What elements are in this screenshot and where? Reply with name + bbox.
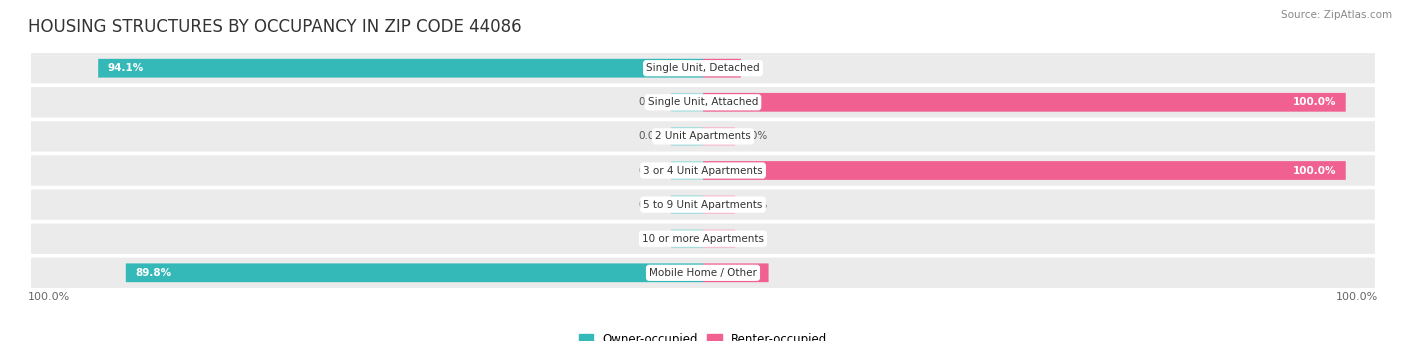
FancyBboxPatch shape [671, 93, 703, 112]
FancyBboxPatch shape [671, 127, 703, 146]
Text: 89.8%: 89.8% [135, 268, 172, 278]
Text: 100.0%: 100.0% [1336, 292, 1378, 302]
Text: 2 Unit Apartments: 2 Unit Apartments [655, 131, 751, 142]
FancyBboxPatch shape [31, 87, 1375, 118]
FancyBboxPatch shape [31, 258, 1375, 288]
Text: Source: ZipAtlas.com: Source: ZipAtlas.com [1281, 10, 1392, 20]
FancyBboxPatch shape [31, 53, 1375, 84]
FancyBboxPatch shape [703, 264, 769, 282]
Text: 0.0%: 0.0% [741, 199, 768, 210]
Text: Single Unit, Detached: Single Unit, Detached [647, 63, 759, 73]
Text: 5.9%: 5.9% [703, 63, 731, 73]
Text: 100.0%: 100.0% [28, 292, 70, 302]
Text: Mobile Home / Other: Mobile Home / Other [650, 268, 756, 278]
FancyBboxPatch shape [703, 59, 741, 78]
Text: 100.0%: 100.0% [1292, 97, 1336, 107]
FancyBboxPatch shape [703, 195, 735, 214]
Text: 94.1%: 94.1% [108, 63, 143, 73]
Text: 0.0%: 0.0% [638, 234, 665, 244]
FancyBboxPatch shape [671, 195, 703, 214]
Text: 0.0%: 0.0% [741, 234, 768, 244]
Text: 5 to 9 Unit Apartments: 5 to 9 Unit Apartments [644, 199, 762, 210]
FancyBboxPatch shape [703, 229, 735, 248]
Text: 3 or 4 Unit Apartments: 3 or 4 Unit Apartments [643, 165, 763, 176]
Text: 10 or more Apartments: 10 or more Apartments [643, 234, 763, 244]
FancyBboxPatch shape [703, 93, 1346, 112]
FancyBboxPatch shape [31, 155, 1375, 186]
Text: 100.0%: 100.0% [1292, 165, 1336, 176]
FancyBboxPatch shape [125, 264, 703, 282]
Text: 0.0%: 0.0% [638, 97, 665, 107]
FancyBboxPatch shape [31, 190, 1375, 220]
Text: 10.2%: 10.2% [723, 268, 759, 278]
FancyBboxPatch shape [703, 127, 735, 146]
Text: 0.0%: 0.0% [638, 131, 665, 142]
Text: 0.0%: 0.0% [638, 165, 665, 176]
Text: 0.0%: 0.0% [638, 199, 665, 210]
FancyBboxPatch shape [671, 161, 703, 180]
Text: Single Unit, Attached: Single Unit, Attached [648, 97, 758, 107]
FancyBboxPatch shape [671, 229, 703, 248]
FancyBboxPatch shape [703, 161, 1346, 180]
FancyBboxPatch shape [31, 224, 1375, 254]
Legend: Owner-occupied, Renter-occupied: Owner-occupied, Renter-occupied [574, 329, 832, 341]
Text: HOUSING STRUCTURES BY OCCUPANCY IN ZIP CODE 44086: HOUSING STRUCTURES BY OCCUPANCY IN ZIP C… [28, 18, 522, 36]
FancyBboxPatch shape [31, 121, 1375, 152]
FancyBboxPatch shape [98, 59, 703, 78]
Text: 0.0%: 0.0% [741, 131, 768, 142]
